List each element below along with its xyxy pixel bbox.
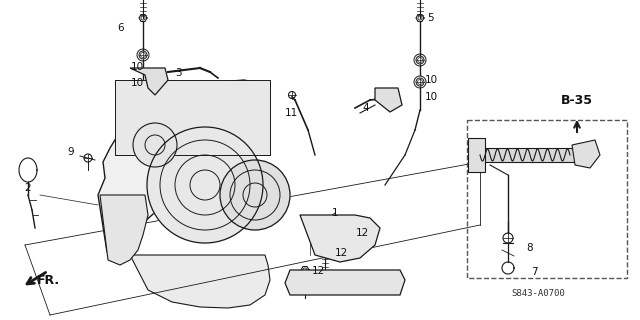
Polygon shape (98, 80, 268, 252)
Polygon shape (100, 195, 148, 265)
Polygon shape (285, 270, 405, 295)
Polygon shape (572, 140, 600, 168)
Polygon shape (468, 138, 485, 172)
Text: 9: 9 (68, 147, 74, 157)
Text: 10: 10 (424, 75, 438, 85)
Text: 10: 10 (131, 62, 143, 72)
Text: 2: 2 (25, 183, 31, 193)
Polygon shape (115, 80, 270, 155)
Text: 11: 11 (284, 108, 298, 118)
Text: 12: 12 (355, 228, 369, 238)
Text: S843-A0700: S843-A0700 (511, 289, 565, 298)
Text: 5: 5 (427, 13, 433, 23)
Polygon shape (375, 88, 402, 112)
Text: 12: 12 (312, 266, 324, 276)
Circle shape (133, 123, 177, 167)
Circle shape (220, 160, 290, 230)
Text: 6: 6 (118, 23, 124, 33)
Text: 7: 7 (531, 267, 538, 277)
Text: 4: 4 (363, 103, 369, 113)
Text: FR.: FR. (36, 275, 60, 287)
Text: 3: 3 (175, 68, 181, 78)
Bar (467, 120, 627, 278)
Text: 1: 1 (332, 208, 339, 218)
Text: B-35: B-35 (561, 93, 593, 107)
Polygon shape (130, 255, 270, 308)
Polygon shape (130, 68, 168, 95)
Text: 12: 12 (334, 248, 348, 258)
Text: 10: 10 (131, 78, 143, 88)
Text: 10: 10 (424, 92, 438, 102)
Polygon shape (300, 215, 380, 262)
Circle shape (147, 127, 263, 243)
Polygon shape (478, 148, 575, 162)
Text: 8: 8 (527, 243, 533, 253)
